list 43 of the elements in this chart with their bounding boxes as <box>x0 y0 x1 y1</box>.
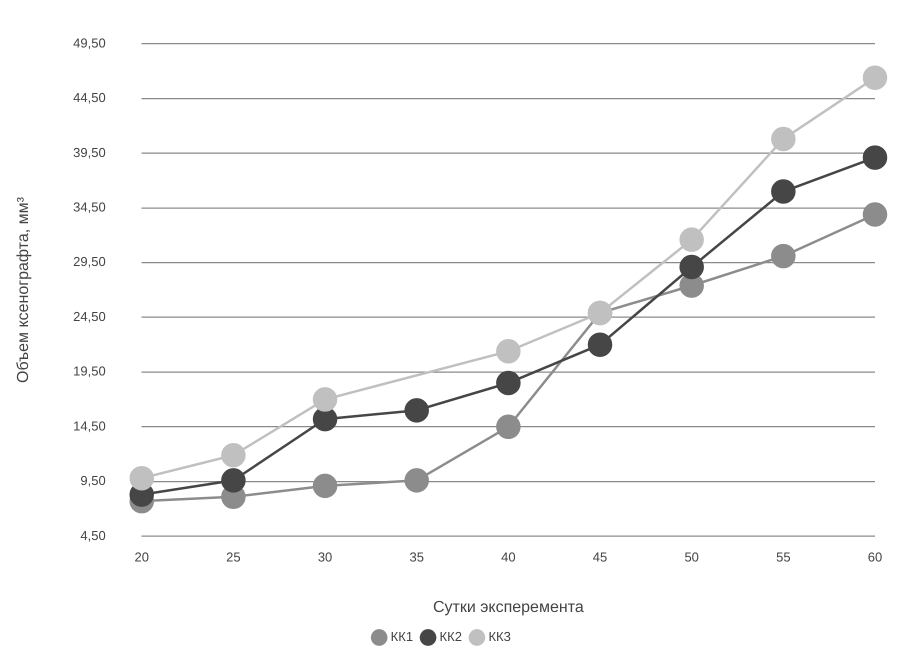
point <box>404 468 429 493</box>
y-axis-title: Объем ксенографта, мм³ <box>15 196 32 383</box>
y-tick-label: 34,50 <box>73 200 106 215</box>
point <box>862 65 888 90</box>
point <box>221 468 246 493</box>
point <box>862 202 888 227</box>
y-tick-label: 49,50 <box>73 35 106 50</box>
point <box>771 126 796 152</box>
point <box>129 466 154 490</box>
x-tick-label: 60 <box>868 550 882 565</box>
x-tick-label: 30 <box>318 550 332 565</box>
y-tick-label: 19,50 <box>73 364 106 379</box>
y-tick-label: 4,50 <box>80 528 106 543</box>
legend-label: КК2 <box>440 629 462 644</box>
x-tick-label: 55 <box>776 550 791 565</box>
point <box>496 339 521 364</box>
point <box>771 244 796 268</box>
x-tick-label: 25 <box>226 550 241 565</box>
point <box>496 414 521 440</box>
y-tick-label: 29,50 <box>73 254 106 270</box>
point <box>496 370 521 396</box>
legend-label: КК3 <box>488 629 511 644</box>
x-axis-title: Сутки эксперемента <box>432 598 584 616</box>
x-tick-label: 50 <box>684 550 699 565</box>
point <box>679 254 704 280</box>
point <box>404 398 429 423</box>
x-tick-label: 40 <box>501 550 516 565</box>
point <box>221 442 246 468</box>
legend-label: КК1 <box>390 629 414 644</box>
point <box>771 179 796 204</box>
y-tick-label: 24,50 <box>73 308 106 324</box>
point <box>312 387 338 412</box>
x-tick-label: 35 <box>409 550 424 565</box>
y-tick-label: 9,50 <box>80 473 106 488</box>
point <box>862 145 888 170</box>
point <box>679 227 704 252</box>
y-tick-label: 44,50 <box>73 90 106 106</box>
y-tick-label: 39,50 <box>73 144 106 160</box>
x-tick-label: 45 <box>592 550 608 565</box>
x-tick-label: 20 <box>134 550 149 565</box>
y-tick-label: 14,50 <box>73 418 106 434</box>
point <box>588 332 612 357</box>
point <box>312 474 338 498</box>
